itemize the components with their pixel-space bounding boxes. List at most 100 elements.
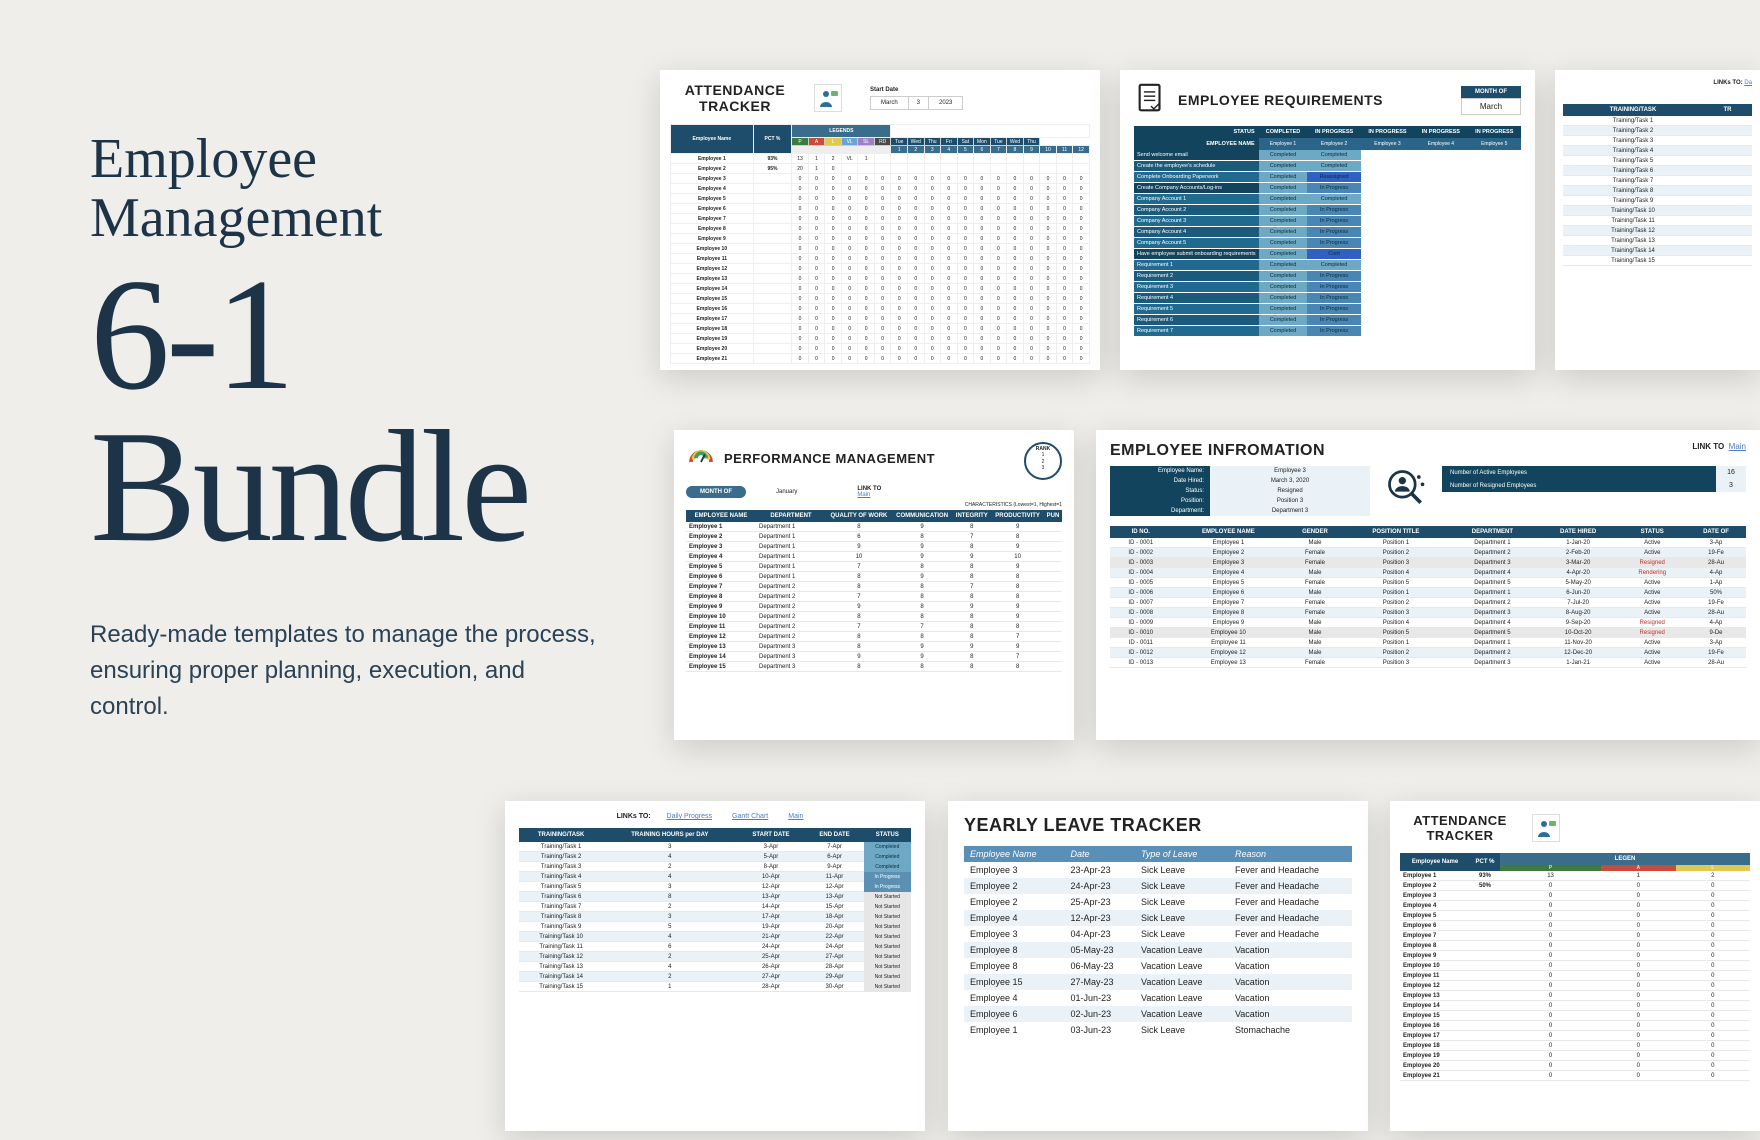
table-row: Employee 225-Apr-23Sick LeaveFever and H…: [964, 894, 1352, 910]
table-row: Employee 11Department 27788: [686, 622, 1062, 632]
table-row: Employee 5000: [1400, 911, 1750, 921]
table-row: Employee 5000000000000000000: [671, 194, 1090, 204]
table-row: Training/Task 245-Apr6-AprCompleted: [519, 852, 911, 862]
att2-title: ATTENDANCE TRACKER: [1400, 813, 1520, 843]
tr1-linklabel: LINKs TO:: [1713, 80, 1742, 86]
table-row: Employee 12Department 28887: [686, 632, 1062, 642]
legend-label: LEGENDS: [792, 125, 891, 138]
hero-big2: Bundle: [90, 410, 610, 562]
table-row: Training/Task 15: [1563, 256, 1752, 266]
table-row: Employee 602-Jun-23Vacation LeaveVacatio…: [964, 1006, 1352, 1022]
year-cell: 2023: [929, 96, 963, 109]
table-row: Employee 295%2010: [671, 164, 1090, 174]
table-row: Training/Task 14227-Apr29-AprNot Started: [519, 972, 911, 982]
table-row: Employee 6000: [1400, 921, 1750, 931]
table-row: Employee 19000: [1400, 1051, 1750, 1061]
table-row: Training/Task 9: [1563, 196, 1752, 206]
table-row: Employee 15000: [1400, 1011, 1750, 1021]
table-row: Training/Task 6813-Apr13-AprNot Started: [519, 892, 911, 902]
table-row: ID - 0008Employee 8FemalePosition 3Depar…: [1110, 608, 1746, 618]
table-row: Complete Onboarding PaperworkCompletedRe…: [1134, 172, 1521, 183]
table-row: Training/Task 8: [1563, 186, 1752, 196]
info-link[interactable]: Main: [1729, 442, 1746, 451]
table-row: ID - 0003Employee 3FemalePosition 3Depar…: [1110, 558, 1746, 568]
table-row: Employee 193%1312VL1: [671, 154, 1090, 164]
table-row: Create Company Accounts/Log-insCompleted…: [1134, 183, 1521, 194]
table-row: Training/Task 4410-Apr11-AprIn Progress: [519, 872, 911, 882]
table-row: Employee 3Department 19989: [686, 542, 1062, 552]
table-row: Employee 7Department 28878: [686, 582, 1062, 592]
table-row: Company Account 3CompletedIn Progress: [1134, 216, 1521, 227]
card-requirements: EMPLOYEE REQUIREMENTS MONTH OF March STA…: [1120, 70, 1535, 370]
hero: Employee Management 6-1 Bundle Ready-mad…: [90, 130, 610, 725]
table-row: Training/Task 13: [1563, 236, 1752, 246]
req-emp-label: EMPLOYEE NAME: [1134, 138, 1259, 150]
attendance-title: ATTENDANCE TRACKER: [670, 82, 800, 114]
training-link[interactable]: Daily Progress: [667, 813, 713, 820]
table-row: ID - 0007Employee 7FemalePosition 2Depar…: [1110, 598, 1746, 608]
table-row: Employee 304-Apr-23Sick LeaveFever and H…: [964, 926, 1352, 942]
table-row: Employee 14Department 39987: [686, 652, 1062, 662]
tr1-link[interactable]: Da: [1744, 80, 1752, 86]
info-title: EMPLOYEE INFROMATION: [1110, 442, 1325, 460]
perf-link[interactable]: Main: [857, 492, 870, 498]
table-row: Training/Task 1: [1563, 116, 1752, 126]
table-row: Employee 10Department 28889: [686, 612, 1062, 622]
table-row: Employee 10000: [1400, 961, 1750, 971]
table-row: Employee 18000: [1400, 1041, 1750, 1051]
card-training: LINKs TO: Daily ProgressGantt ChartMain …: [505, 801, 925, 1131]
att2-col-emp: Employee Name: [1400, 853, 1470, 871]
training-link[interactable]: Main: [788, 813, 803, 820]
card-leave: YEARLY LEAVE TRACKER Employee NameDateTy…: [948, 801, 1368, 1131]
table-row: Employee 12000000000000000000: [671, 264, 1090, 274]
table-row: Employee 8000: [1400, 941, 1750, 951]
table-row: ID - 0009Employee 9MalePosition 4Departm…: [1110, 618, 1746, 628]
table-row: ID - 0001Employee 1MalePosition 1Departm…: [1110, 538, 1746, 548]
table-row: ID - 0002Employee 2FemalePosition 2Depar…: [1110, 548, 1746, 558]
perf-month: January: [776, 486, 797, 498]
col-pct: PCT %: [753, 125, 792, 154]
table-row: Employee 401-Jun-23Vacation LeaveVacatio…: [964, 990, 1352, 1006]
table-row: Training/Task 6: [1563, 166, 1752, 176]
table-row: Create the employee's scheduleCompletedC…: [1134, 161, 1521, 172]
table-row: Employee 19000000000000000000: [671, 334, 1090, 344]
table-row: Employee 15Department 38888: [686, 662, 1062, 672]
col-employee: Employee Name: [671, 125, 754, 154]
card-attendance-2: ATTENDANCE TRACKER Employee Name PCT % L…: [1390, 801, 1760, 1131]
table-row: Training/Task 4: [1563, 146, 1752, 156]
table-row: Employee 13000000000000000000: [671, 274, 1090, 284]
requirements-title: EMPLOYEE REQUIREMENTS: [1178, 92, 1383, 108]
att2-col-pct: PCT %: [1470, 853, 1500, 871]
table-row: Requirement 7CompletedIn Progress: [1134, 326, 1521, 337]
table-row: Training/Task 11624-Apr24-AprNot Started: [519, 942, 911, 952]
table-row: Training/Task 133-Apr7-AprCompleted: [519, 842, 911, 852]
table-row: Send welcome emailCompletedCompleted: [1134, 150, 1521, 161]
table-row: ID - 0010Employee 10MalePosition 5Depart…: [1110, 628, 1746, 638]
table-row: Training/Task 328-Apr9-AprCompleted: [519, 862, 911, 872]
table-row: Employee 3000000000000000000: [671, 174, 1090, 184]
leave-title: YEARLY LEAVE TRACKER: [964, 815, 1352, 836]
tr2-link-label: LINKs TO:: [617, 813, 651, 820]
info-link-label: LINK TO: [1692, 442, 1724, 451]
table-row: Employee 250%000: [1400, 881, 1750, 891]
training-link[interactable]: Gantt Chart: [732, 813, 768, 820]
table-row: Training/Task 2: [1563, 126, 1752, 136]
table-row: Employee 20000000000000000000: [671, 344, 1090, 354]
table-row: Company Account 5CompletedIn Progress: [1134, 238, 1521, 249]
table-row: Training/Task 12: [1563, 226, 1752, 236]
hero-line1: Employee: [90, 128, 317, 190]
table-row: Requirement 6CompletedIn Progress: [1134, 315, 1521, 326]
att2-legend-label: LEGEN: [1500, 853, 1750, 865]
table-row: Training/Task 13426-Apr28-AprNot Started: [519, 962, 911, 972]
card-performance: PERFORMANCE MANAGEMENT RANK 123 MONTH OF…: [674, 430, 1074, 740]
req-month-label: MONTH OF: [1461, 86, 1521, 98]
hero-title: Employee Management: [90, 130, 610, 248]
table-row: Training/Task 14: [1563, 246, 1752, 256]
table-row: Employee 7000000000000000000: [671, 214, 1090, 224]
table-row: Employee 9000: [1400, 951, 1750, 961]
table-row: Employee 16000: [1400, 1021, 1750, 1031]
table-row: Training/Task 7214-Apr15-AprNot Started: [519, 902, 911, 912]
table-row: ID - 0013Employee 13FemalePosition 3Depa…: [1110, 658, 1746, 668]
card-training-small: LINKs TO: Da TRAINING/TASKTR Training/Ta…: [1555, 70, 1760, 370]
table-row: ID - 0004Employee 4MalePosition 4Departm…: [1110, 568, 1746, 578]
